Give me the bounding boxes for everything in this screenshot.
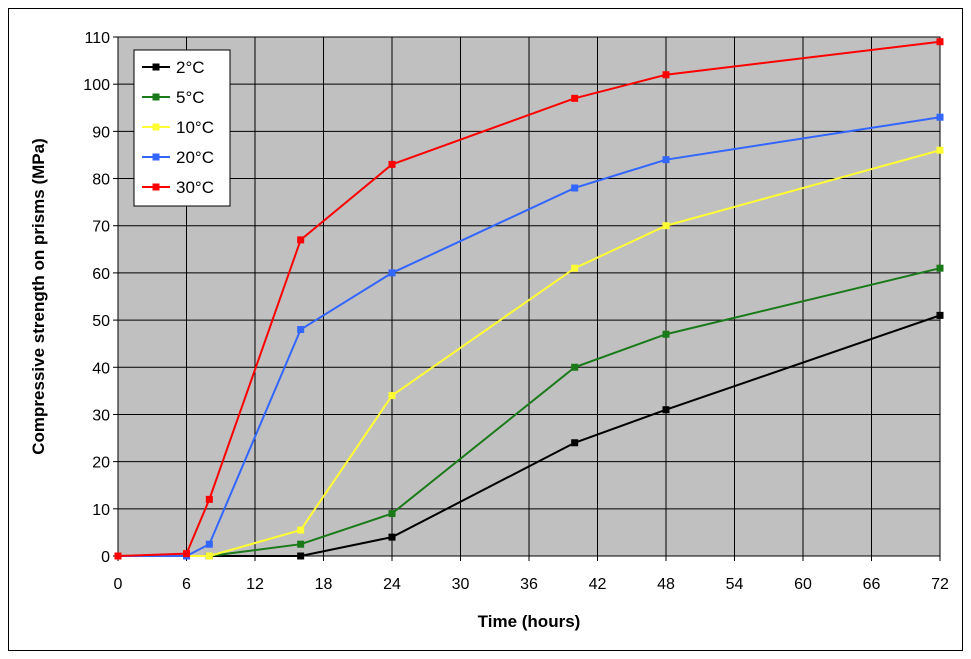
legend-label: 30°C [176,178,214,197]
series-group [114,38,944,560]
y-tick-label: 60 [92,266,110,283]
data-point [183,550,190,558]
x-tick-label: 48 [657,576,675,593]
series-line [118,149,941,557]
legend-marker [152,123,160,131]
data-point [388,160,396,168]
data-point [388,533,396,541]
x-tick-label: 54 [726,576,744,593]
y-tick-label: 100 [83,77,110,94]
legend-marker [152,153,160,161]
data-point [571,264,579,272]
series-line [117,40,941,557]
legend: 2°C 5°C 10°C 20°C 30°C [133,49,231,207]
legend-marker [152,63,160,71]
series-30C [114,38,944,560]
legend-label: 10°C [176,118,214,137]
legend-marker [152,183,160,191]
grid [117,36,941,557]
y-tick-label: 90 [92,124,110,141]
data-point [205,552,213,560]
x-tick-label: 12 [246,576,264,593]
data-point [571,363,579,371]
data-point [297,552,305,560]
data-point [388,510,396,518]
data-point [205,540,213,548]
data-point [297,540,305,548]
x-tick-labels: 0 6 12 18 24 30 36 42 48 54 60 66 72 [114,576,949,593]
data-point [297,526,305,534]
data-point [936,146,944,154]
y-tick-labels: 0 10 20 30 40 50 60 70 80 90 100 110 [83,30,110,566]
data-point [936,113,944,121]
legend-item: 20°C [142,148,214,167]
y-tick-label: 30 [92,407,110,424]
y-tick-label: 40 [92,360,110,377]
data-point [571,184,579,192]
data-point [662,406,670,414]
x-tick-label: 24 [383,576,401,593]
y-tick-label: 50 [92,313,110,330]
legend-item: 10°C [142,118,214,137]
legend-item: 30°C [142,178,214,197]
y-tick-label: 110 [84,30,110,47]
y-tick-label: 70 [92,219,110,236]
x-tick-label: 60 [794,576,812,593]
data-point [936,264,944,272]
data-point [388,269,396,277]
data-point [662,156,670,164]
x-tick-label: 72 [931,576,949,593]
x-tick-label: 36 [520,576,538,593]
data-point [662,71,670,79]
legend-marker [152,93,160,101]
data-point [936,38,944,46]
series-line [118,116,941,557]
data-point [662,330,670,338]
data-point [936,311,944,319]
x-tick-label: 30 [452,576,470,593]
x-axis-title: Time (hours) [478,612,581,631]
legend-label: 5°C [176,88,205,107]
y-tick-label: 80 [92,172,110,189]
data-point [114,552,122,560]
data-point [571,439,579,447]
legend-label: 2°C [176,58,205,77]
data-point [205,495,213,503]
data-point [388,392,396,400]
legend-item: 5°C [142,88,205,107]
x-tick-label: 6 [182,576,191,593]
y-tick-label: 10 [92,502,110,519]
data-point [571,94,579,102]
y-tick-label: 20 [92,455,110,472]
x-tick-label: 42 [589,576,607,593]
x-tick-label: 66 [863,576,881,593]
legend-item: 2°C [142,58,205,77]
data-point [297,326,305,334]
y-axis-title: Compressive strength on prisms (MPa) [29,138,48,454]
y-tick-label: 0 [101,549,110,566]
x-tick-label: 18 [315,576,333,593]
data-point [297,236,305,244]
legend-label: 20°C [176,148,214,167]
x-tick-label: 0 [114,576,123,593]
data-point [662,222,670,230]
